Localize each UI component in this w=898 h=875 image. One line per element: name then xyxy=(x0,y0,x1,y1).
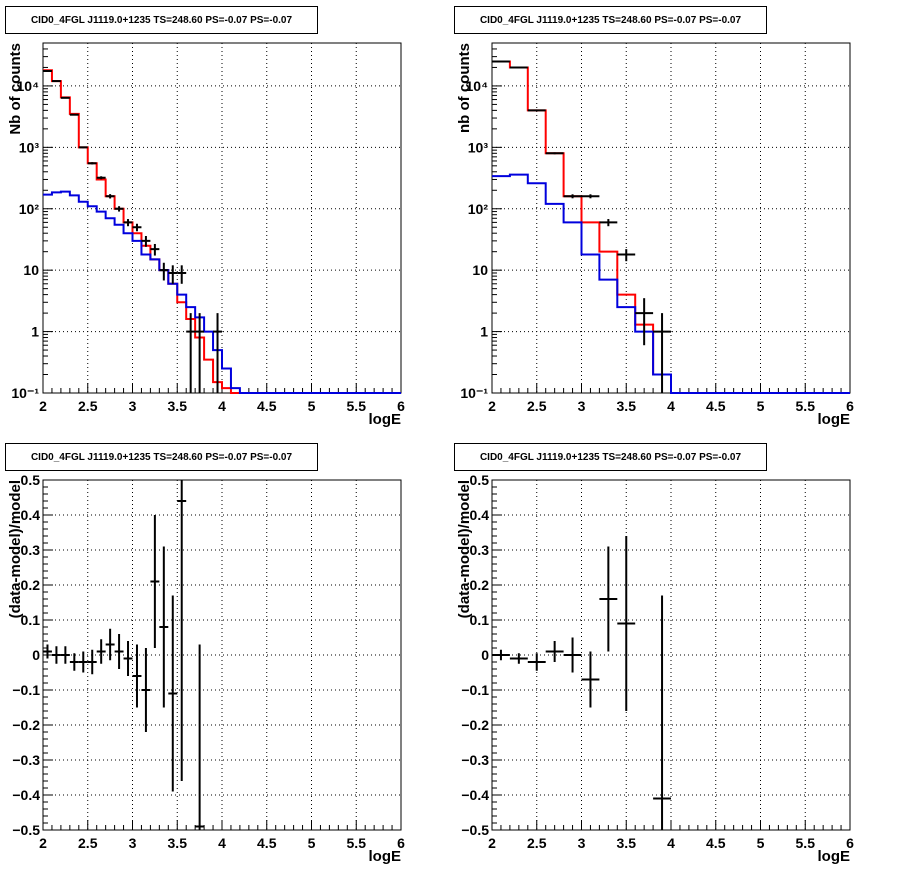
y-tick-label: −0.2 xyxy=(461,717,489,733)
y-tick-label: 10 xyxy=(23,262,39,278)
panel-2 xyxy=(42,479,402,831)
y-tick-label: 0.5 xyxy=(470,472,490,488)
x-tick-label: 2.5 xyxy=(78,835,98,851)
x-tick-label: 3 xyxy=(578,398,586,414)
panel-0 xyxy=(42,42,402,394)
y-tick-label: 0.4 xyxy=(21,507,41,523)
y-tick-label: 10⁴ xyxy=(466,78,489,94)
y-tick-label: −0.4 xyxy=(461,787,489,803)
y-tick-label: −0.4 xyxy=(12,787,40,803)
y-axis-label: (data-model)/model xyxy=(456,480,473,618)
x-tick-label: 2.5 xyxy=(527,398,547,414)
x-tick-label: 3.5 xyxy=(168,835,188,851)
y-tick-label: 0.1 xyxy=(21,612,41,628)
histogram-series-1 xyxy=(43,190,401,394)
x-tick-label: 4.5 xyxy=(706,398,726,414)
y-tick-label: 10 xyxy=(472,262,488,278)
panel-title-bottom-left: CID0_4FGL J1119.0+1235 TS=248.60 PS=-0.0… xyxy=(5,443,318,471)
y-tick-label: −0.3 xyxy=(461,752,489,768)
y-tick-label: 0.4 xyxy=(470,507,490,523)
x-tick-label: 6 xyxy=(846,398,854,414)
x-tick-label: 4 xyxy=(667,398,675,414)
y-tick-label: 10³ xyxy=(468,139,489,155)
x-tick-label: 4.5 xyxy=(257,398,277,414)
x-tick-label: 5.5 xyxy=(347,398,367,414)
x-tick-label: 5 xyxy=(757,398,765,414)
x-tick-label: 3.5 xyxy=(168,398,188,414)
x-tick-label: 3 xyxy=(129,398,137,414)
x-tick-label: 3 xyxy=(129,835,137,851)
x-tick-label: 6 xyxy=(397,835,405,851)
panel-title-top-left: CID0_4FGL J1119.0+1235 TS=248.60 PS=-0.0… xyxy=(5,6,318,34)
y-axis-label: Nb of counts xyxy=(7,43,24,135)
y-axis-label: (data-model)/model xyxy=(7,480,24,618)
x-tick-label: 2.5 xyxy=(527,835,547,851)
x-tick-label: 3.5 xyxy=(617,398,637,414)
x-tick-label: 6 xyxy=(397,398,405,414)
y-tick-label: 0.1 xyxy=(470,612,490,628)
y-tick-label: 0.3 xyxy=(470,542,490,558)
x-tick-label: 4.5 xyxy=(706,835,726,851)
x-tick-label: 2 xyxy=(488,835,496,851)
x-tick-label: 2 xyxy=(39,398,47,414)
y-tick-label: 1 xyxy=(480,324,488,340)
x-tick-label: 2 xyxy=(39,835,47,851)
y-tick-label: −0.2 xyxy=(12,717,40,733)
y-tick-label: 10² xyxy=(19,201,40,217)
y-tick-label: −0.5 xyxy=(12,822,40,838)
x-tick-label: 5 xyxy=(308,835,316,851)
x-tick-label: 3 xyxy=(578,835,586,851)
panel-1 xyxy=(491,42,851,394)
y-tick-label: 0.3 xyxy=(21,542,41,558)
histogram-series-1 xyxy=(492,173,850,394)
y-tick-label: 10² xyxy=(468,201,489,217)
y-tick-label: −0.5 xyxy=(461,822,489,838)
x-tick-label: 5 xyxy=(757,835,765,851)
x-axis-label: logE xyxy=(818,411,851,428)
y-tick-label: −0.1 xyxy=(12,682,40,698)
x-axis-label: logE xyxy=(369,848,402,865)
y-tick-label: 10⁻¹ xyxy=(11,385,39,401)
y-tick-label: −0.3 xyxy=(12,752,40,768)
y-tick-label: 0.2 xyxy=(21,577,41,593)
y-tick-label: 10⁻¹ xyxy=(460,385,488,401)
x-axis-label: logE xyxy=(369,411,402,428)
y-tick-label: −0.1 xyxy=(461,682,489,698)
y-tick-label: 0 xyxy=(32,647,40,663)
x-tick-label: 3.5 xyxy=(617,835,637,851)
x-tick-label: 6 xyxy=(846,835,854,851)
y-tick-label: 0.2 xyxy=(470,577,490,593)
x-tick-label: 5.5 xyxy=(796,398,816,414)
x-tick-label: 4.5 xyxy=(257,835,277,851)
panel-3 xyxy=(491,479,851,831)
x-tick-label: 5.5 xyxy=(796,835,816,851)
x-tick-label: 5 xyxy=(308,398,316,414)
x-tick-label: 2.5 xyxy=(78,398,98,414)
y-tick-label: 10³ xyxy=(19,139,40,155)
y-tick-label: 0 xyxy=(481,647,489,663)
y-tick-label: 0.5 xyxy=(21,472,41,488)
x-axis-label: logE xyxy=(818,848,851,865)
x-tick-label: 4 xyxy=(218,398,226,414)
y-tick-label: 1 xyxy=(31,324,39,340)
panel-title-top-right: CID0_4FGL J1119.0+1235 TS=248.60 PS=-0.0… xyxy=(454,6,767,34)
x-tick-label: 4 xyxy=(667,835,675,851)
y-axis-label: nb of counts xyxy=(456,43,473,133)
x-tick-label: 2 xyxy=(488,398,496,414)
x-tick-label: 5.5 xyxy=(347,835,367,851)
y-tick-label: 10⁴ xyxy=(17,78,40,94)
panel-title-bottom-right: CID0_4FGL J1119.0+1235 TS=248.60 PS=-0.0… xyxy=(454,443,767,471)
x-tick-label: 4 xyxy=(218,835,226,851)
